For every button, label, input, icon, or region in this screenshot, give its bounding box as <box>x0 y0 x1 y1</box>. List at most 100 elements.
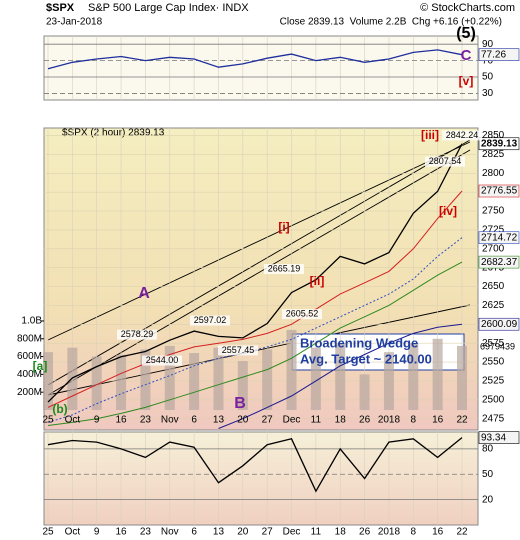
index-name: S&P 500 Large Cap Index· INDX <box>88 2 249 14</box>
x-tick-label: 23 <box>140 415 152 426</box>
volume-bar <box>164 345 175 410</box>
end-label: 2682.37 <box>481 257 518 268</box>
end-label: 2714.72 <box>481 232 518 243</box>
x-tick-label: 27 <box>262 415 274 426</box>
wave-label: [iv] <box>439 204 457 218</box>
point-label: 2807.54 <box>429 156 462 166</box>
volume-bar <box>383 352 394 410</box>
x-tick-label: 2018 <box>378 415 401 426</box>
series-line <box>47 237 463 423</box>
y2-tick-label: 800M <box>17 333 42 344</box>
wave-label: [ii] <box>310 274 325 288</box>
y-tick-label: 2825 <box>482 149 505 160</box>
x-tick-label: 16 <box>432 527 444 538</box>
x-tick-label: 18 <box>335 415 347 426</box>
y-tick-label: 2700 <box>482 243 505 254</box>
x-tick-label: Oct <box>65 527 81 538</box>
point-label-box <box>282 309 322 320</box>
volume-bar <box>286 329 297 410</box>
end-label: 2776.55 <box>481 186 518 197</box>
volume-bar <box>91 356 102 410</box>
volume-bar <box>432 338 443 410</box>
x-tick-label: 20 <box>237 527 249 538</box>
x-tick-label: 26 <box>359 415 371 426</box>
y-tick-label: 2500 <box>482 394 505 405</box>
x-tick-label: 27 <box>262 527 274 538</box>
x-tick-label: 22 <box>456 527 468 538</box>
end-label-box <box>478 137 520 151</box>
wedge-text: Broadening Wedge <box>300 335 418 350</box>
y-tick-label: 30 <box>482 88 494 99</box>
wave-label: (b) <box>52 402 67 416</box>
y-tick-label: 50 <box>482 469 494 480</box>
y2-tick-label: 600M <box>17 351 42 362</box>
x-tick-label: 13 <box>213 527 225 538</box>
x-tick-label: Dec <box>283 527 301 538</box>
y-tick-label: 20 <box>482 494 494 505</box>
end-label: 2839.13 <box>481 138 518 149</box>
y-tick-label: 2625 <box>482 300 505 311</box>
point-label-box <box>190 315 230 326</box>
end-label-box <box>478 48 520 61</box>
point-label-box <box>425 156 465 167</box>
point-label: 2578.29 <box>121 329 154 339</box>
x-tick-label: Oct <box>65 415 81 426</box>
x-tick-label: 8 <box>411 415 417 426</box>
wave-label: [a] <box>33 359 48 373</box>
date: 23-Jan-2018 <box>46 17 103 28</box>
x-tick-label: 25 <box>42 415 54 426</box>
point-label: 2605.52 <box>286 309 319 319</box>
x-tick-label: 6 <box>191 527 197 538</box>
end-label: 93.34 <box>481 432 506 443</box>
wave-label: [iii] <box>421 128 439 142</box>
y2-tick-label: 1.0B <box>21 316 42 327</box>
x-tick-label: Dec <box>283 415 301 426</box>
x-tick-label: 16 <box>432 415 444 426</box>
x-tick-label: 18 <box>335 527 347 538</box>
series-line <box>218 323 463 429</box>
point-label-box <box>264 264 304 275</box>
price-title: $SPX (2 hour) 2839.13 <box>62 128 165 139</box>
end-label: 2600.09 <box>481 319 518 330</box>
x-tick-label: 20 <box>237 415 249 426</box>
wave-label: [v] <box>459 74 474 88</box>
x-tick-label: 9 <box>94 527 100 538</box>
y-tick-label: 2525 <box>482 376 505 387</box>
y-tick-label: 2800 <box>482 168 505 179</box>
point-label: 2557.45 <box>222 345 255 355</box>
x-tick-label: 11 <box>311 415 322 426</box>
x-tick-label: 26 <box>359 527 371 538</box>
y-tick-label: 2650 <box>482 281 505 292</box>
point-label: 2544.00 <box>146 355 179 365</box>
y-tick-label: 90 <box>482 39 494 50</box>
volume-bar <box>189 353 200 410</box>
wave-label: A <box>138 285 150 302</box>
point-label-box <box>142 355 182 366</box>
point-label-box <box>218 345 258 356</box>
wedge-text: Avg. Target ~ 2140.00 <box>300 351 432 366</box>
y2-tick-label: 200M <box>17 387 42 398</box>
x-tick-label: 11 <box>311 527 322 538</box>
end-label-box <box>478 317 520 331</box>
source: © StockCharts.com <box>420 2 515 14</box>
volume-label: 6979439 <box>480 341 515 351</box>
volume-bar <box>457 345 467 410</box>
volume-bar <box>262 349 273 410</box>
x-tick-label: Nov <box>161 415 179 426</box>
y-tick-label: 80 <box>482 444 494 455</box>
wave-label: (5) <box>456 25 476 42</box>
volume-bar <box>140 349 151 410</box>
wave-label: B <box>234 395 246 412</box>
x-tick-label: 16 <box>115 415 127 426</box>
wave-label: [i] <box>278 220 289 234</box>
y-tick-label: 50 <box>482 72 494 83</box>
rsi-panel <box>43 35 479 101</box>
volume-bar <box>213 347 224 410</box>
volume-bar <box>408 343 419 410</box>
end-label-box <box>478 231 520 244</box>
point-label: 2665.19 <box>268 263 301 273</box>
series-line <box>47 437 463 493</box>
x-tick-label: 22 <box>456 415 468 426</box>
point-label-box <box>442 130 482 141</box>
